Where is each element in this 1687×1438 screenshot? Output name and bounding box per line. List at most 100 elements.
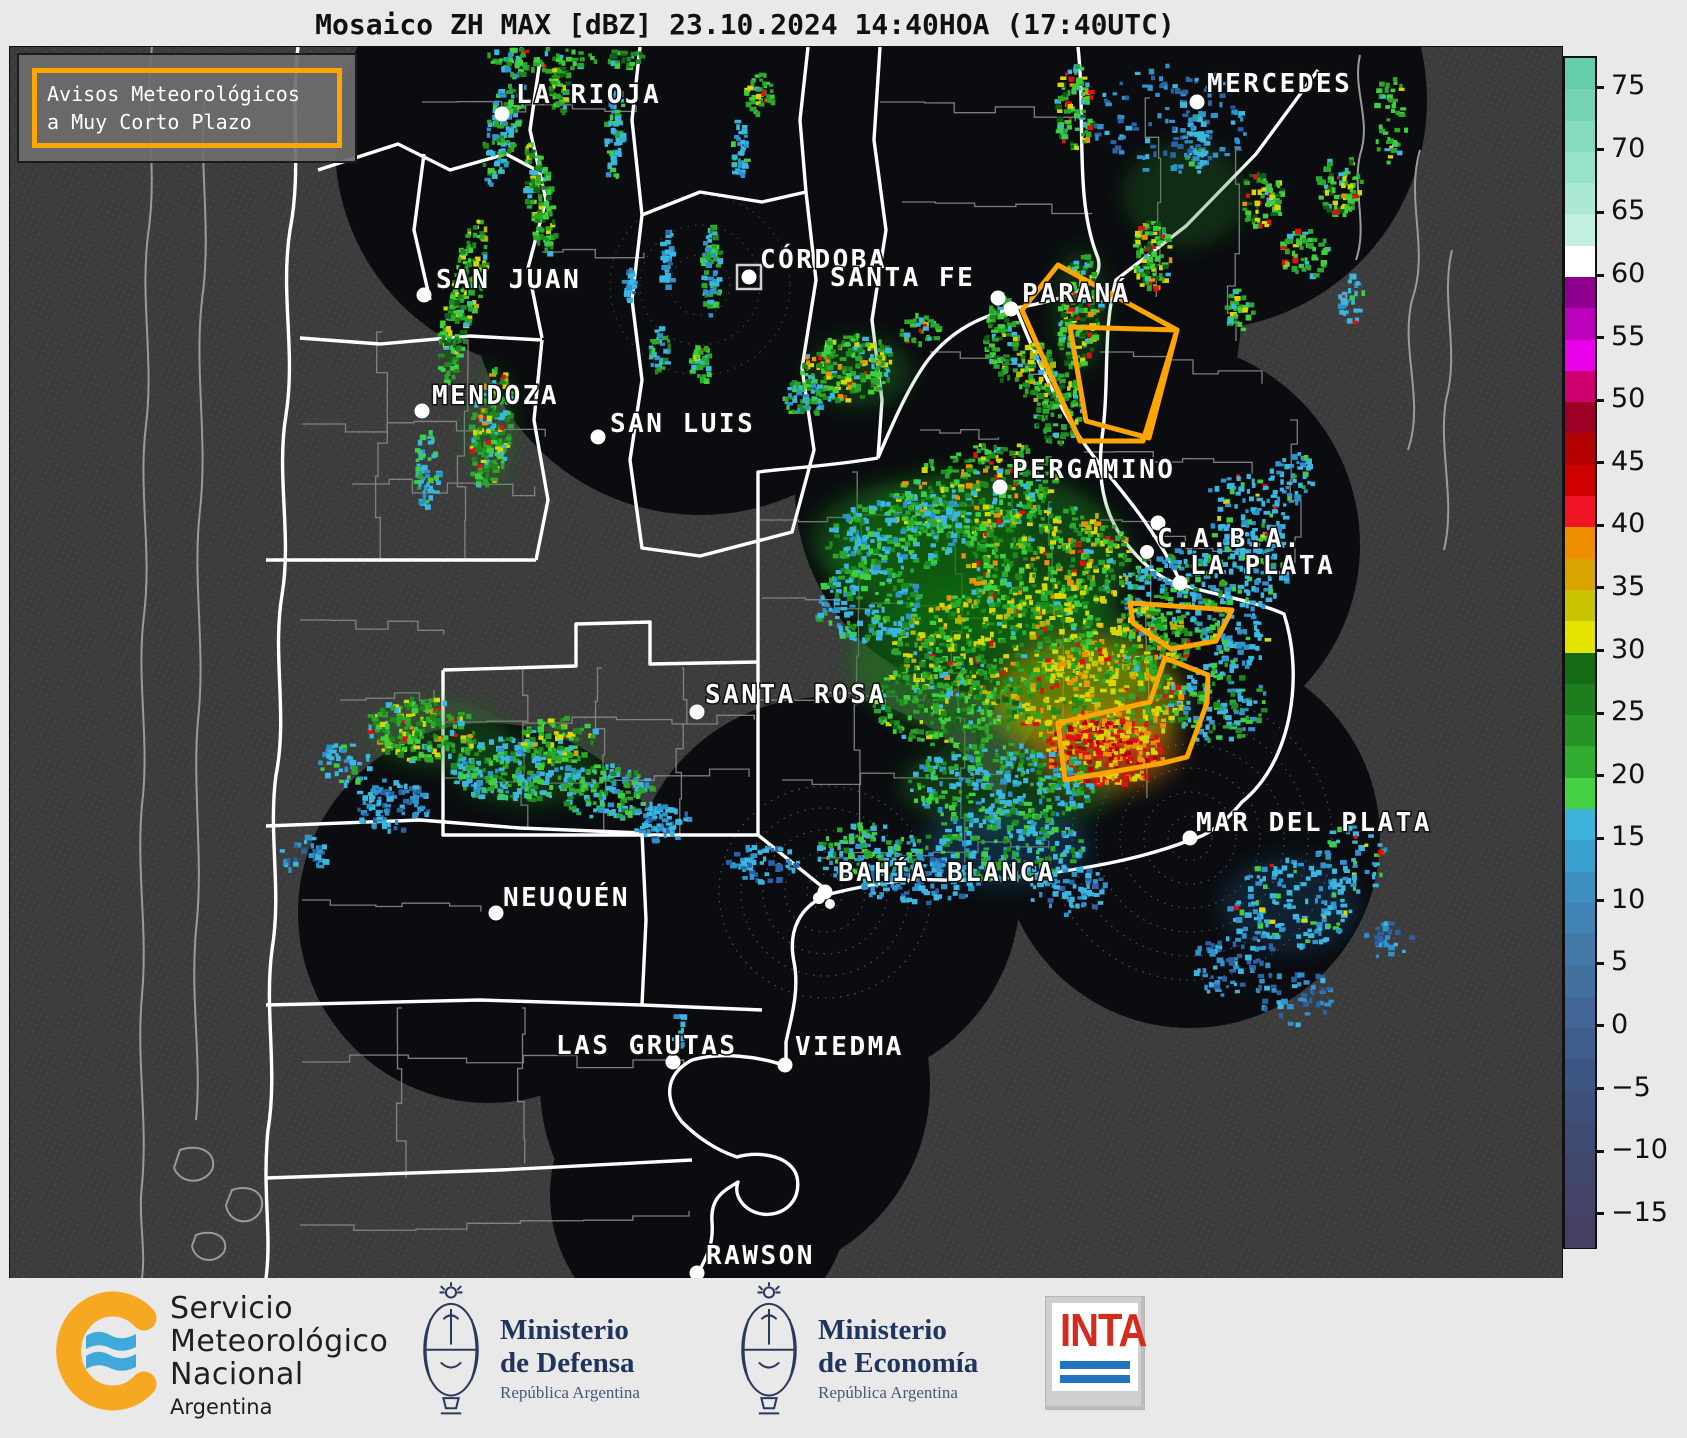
colorbar-segment <box>1565 339 1595 372</box>
radar-site-box <box>735 263 763 291</box>
city-label: PERGAMINO <box>1012 455 1175 485</box>
colorbar-segment <box>1565 652 1595 685</box>
province-border-line <box>756 456 879 835</box>
colorbar-segment <box>1565 1121 1595 1154</box>
colorbar-segment <box>1565 527 1595 560</box>
colorbar-tick <box>1595 85 1604 89</box>
colorbar-segment <box>1565 589 1595 622</box>
inta-wordmark: INTA <box>1060 1305 1147 1357</box>
colorbar-tick-label: 30 <box>1611 633 1646 665</box>
colorbar-segment <box>1565 1153 1595 1185</box>
city-label: MENDOZA <box>432 381 559 411</box>
colorbar-tick <box>1595 398 1604 402</box>
smn-line2: Meteorológico <box>170 1324 389 1359</box>
colorbar-segment <box>1565 120 1595 153</box>
colorbar-segment <box>1565 746 1595 779</box>
defensa-line1: Ministerio <box>500 1314 629 1346</box>
department-border-line <box>1084 451 1253 474</box>
city-dot <box>741 269 757 285</box>
colorbar-segment <box>1565 934 1595 966</box>
colorbar-tick <box>1595 461 1604 465</box>
department-border-line <box>300 619 445 635</box>
colorbar-segment <box>1565 777 1595 810</box>
province-border-line <box>299 334 543 346</box>
warning-polygon <box>1055 655 1211 783</box>
colorbar-segment <box>1565 151 1595 184</box>
department-border-line <box>1289 419 1302 564</box>
smn-line1: Servicio <box>170 1291 294 1326</box>
province-border-line <box>442 620 759 672</box>
colorbar-segment <box>1565 558 1595 591</box>
alert-box-line1: Avisos Meteorológicos <box>47 82 300 106</box>
province-border-line <box>264 46 300 1279</box>
colorbar-segment <box>1565 402 1595 435</box>
city-label: MAR DEL PLATA <box>1196 808 1432 838</box>
colorbar-tick <box>1595 273 1604 277</box>
province-border-line <box>265 818 643 835</box>
reflectivity-colorbar <box>1563 56 1597 1249</box>
colorbar-tick-label: 50 <box>1611 383 1646 415</box>
colorbar-segment <box>1565 1059 1595 1092</box>
city-label: PARANÁ <box>1022 277 1131 309</box>
department-border-line <box>902 201 1093 215</box>
economia-text: Ministerio de Economía República Argenti… <box>818 1314 978 1403</box>
colorbar-segment <box>1565 308 1595 341</box>
city-dot <box>494 106 510 122</box>
province-border-line <box>265 998 763 1012</box>
department-border-line <box>517 1007 526 1164</box>
colorbar-segment <box>1565 621 1595 654</box>
province-border-line <box>798 46 810 193</box>
smn-logo-icon <box>56 1291 157 1411</box>
colorbar-segment <box>1565 214 1595 247</box>
colorbar-tick-label: 60 <box>1611 258 1646 290</box>
colorbar-tick-label: 65 <box>1611 195 1646 227</box>
city-dot <box>777 1057 793 1073</box>
colorbar-tick-label: 70 <box>1611 132 1646 164</box>
colorbar-segment <box>1565 370 1595 403</box>
department-border-line <box>300 1210 690 1231</box>
colorbar-tick <box>1595 961 1604 965</box>
province-border-line <box>668 583 1295 1275</box>
department-border-line <box>456 339 469 559</box>
colorbar-tick-label: 75 <box>1611 70 1646 102</box>
inta-bar-2 <box>1060 1375 1130 1383</box>
city-label: SAN LUIS <box>610 409 755 439</box>
city-dot <box>1182 830 1198 846</box>
city-dot <box>1172 575 1188 591</box>
city-label: NEUQUÉN <box>503 881 630 913</box>
colorbar-segment <box>1565 58 1595 90</box>
economia-line2: de Economía <box>818 1347 979 1379</box>
warning-polygon <box>1019 262 1180 444</box>
department-border-line <box>374 331 388 562</box>
department-border-line <box>880 101 1076 122</box>
economia-crest-icon <box>741 1282 797 1415</box>
colorbar-tick-label: −15 <box>1611 1196 1668 1228</box>
city-dot <box>689 1265 705 1281</box>
colorbar-segment <box>1565 1184 1595 1217</box>
city-dot <box>1189 94 1205 110</box>
city-dot <box>488 905 504 921</box>
colorbar-segment <box>1565 996 1595 1029</box>
city-dot <box>689 704 705 720</box>
smn-line3: Nacional <box>170 1357 304 1392</box>
colorbar-segment <box>1565 245 1595 278</box>
colorbar-segment <box>1565 808 1595 841</box>
colorbar-segment <box>1565 1090 1595 1123</box>
colorbar-tick <box>1595 836 1604 840</box>
page-title: Mosaico ZH MAX [dBZ] 23.10.2024 14:40HOA… <box>315 8 1175 41</box>
city-label: RAWSON <box>706 1241 815 1271</box>
province-border-line <box>265 1158 693 1180</box>
alert-box-line2: a Muy Corto Plazo <box>47 110 252 134</box>
province-border-line <box>640 832 648 1006</box>
colorbar-tick <box>1595 523 1604 527</box>
colorbar-tick-label: 35 <box>1611 570 1646 602</box>
neighbor-coastlines <box>139 46 1453 1279</box>
inta-logo: INTA <box>1045 1296 1147 1410</box>
department-border-line <box>352 478 536 497</box>
city-label: CÓRDOBA <box>760 243 887 275</box>
city-dot <box>1003 301 1019 317</box>
province-border-line <box>870 46 888 459</box>
city-dot <box>1150 515 1166 531</box>
radar-echoes <box>279 43 1416 1049</box>
defensa-sub: República Argentina <box>500 1383 640 1402</box>
